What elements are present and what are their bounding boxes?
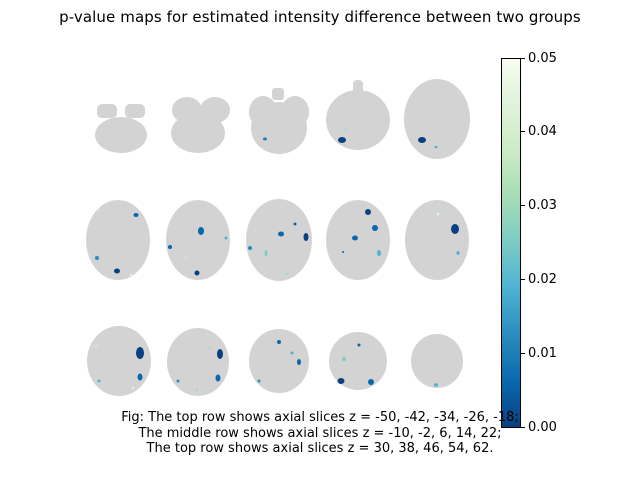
- slice-row1-4: [326, 80, 390, 150]
- colorbar-tick-label: 0.04: [528, 124, 557, 139]
- slice-row3-5: [411, 334, 463, 388]
- significant-clusters: [94, 128, 460, 392]
- slice-row2-4: [326, 200, 390, 280]
- colorbar-tick: [521, 427, 525, 428]
- colorbar: 0.00 0.01 0.02 0.03 0.04 0.05: [501, 52, 557, 434]
- figure-caption: Fig: The top row shows axial slices z = …: [0, 410, 640, 457]
- slice-row2-1: [86, 200, 150, 280]
- colorbar-tick-label: 0.01: [528, 346, 557, 361]
- slice-row2-3: [246, 199, 312, 281]
- slice-row3-4: [329, 332, 387, 390]
- slice-row1-1: [95, 104, 147, 153]
- caption-line-1: Fig: The top row shows axial slices z = …: [121, 410, 519, 425]
- colorbar-gradient: [501, 58, 521, 428]
- slice-row1-2: [171, 97, 230, 153]
- slice-row3-2: [167, 328, 229, 396]
- caption-line-2: The middle row shows axial slices z = -1…: [138, 425, 502, 441]
- colorbar-tick: [521, 353, 525, 354]
- colorbar-tick: [521, 131, 525, 132]
- slice-row2-5: [405, 200, 469, 280]
- colorbar-tick-label: 0.03: [528, 198, 557, 213]
- colorbar-tick: [521, 205, 525, 206]
- figure-title: p-value maps for estimated intensity dif…: [59, 8, 581, 26]
- colorbar-tick-label: 0.00: [528, 420, 557, 435]
- colorbar-tick: [521, 58, 525, 59]
- slice-row2-2: [166, 200, 230, 280]
- colorbar-tick-label: 0.05: [528, 51, 557, 66]
- slice-row1-3: [249, 88, 309, 154]
- colorbar-tick-label: 0.02: [528, 272, 557, 287]
- slice-row3-3: [249, 329, 309, 393]
- colorbar-tick: [521, 279, 525, 280]
- caption-line-3: The top row shows axial slices z = 30, 3…: [146, 441, 494, 456]
- slice-row3-1: [87, 326, 151, 396]
